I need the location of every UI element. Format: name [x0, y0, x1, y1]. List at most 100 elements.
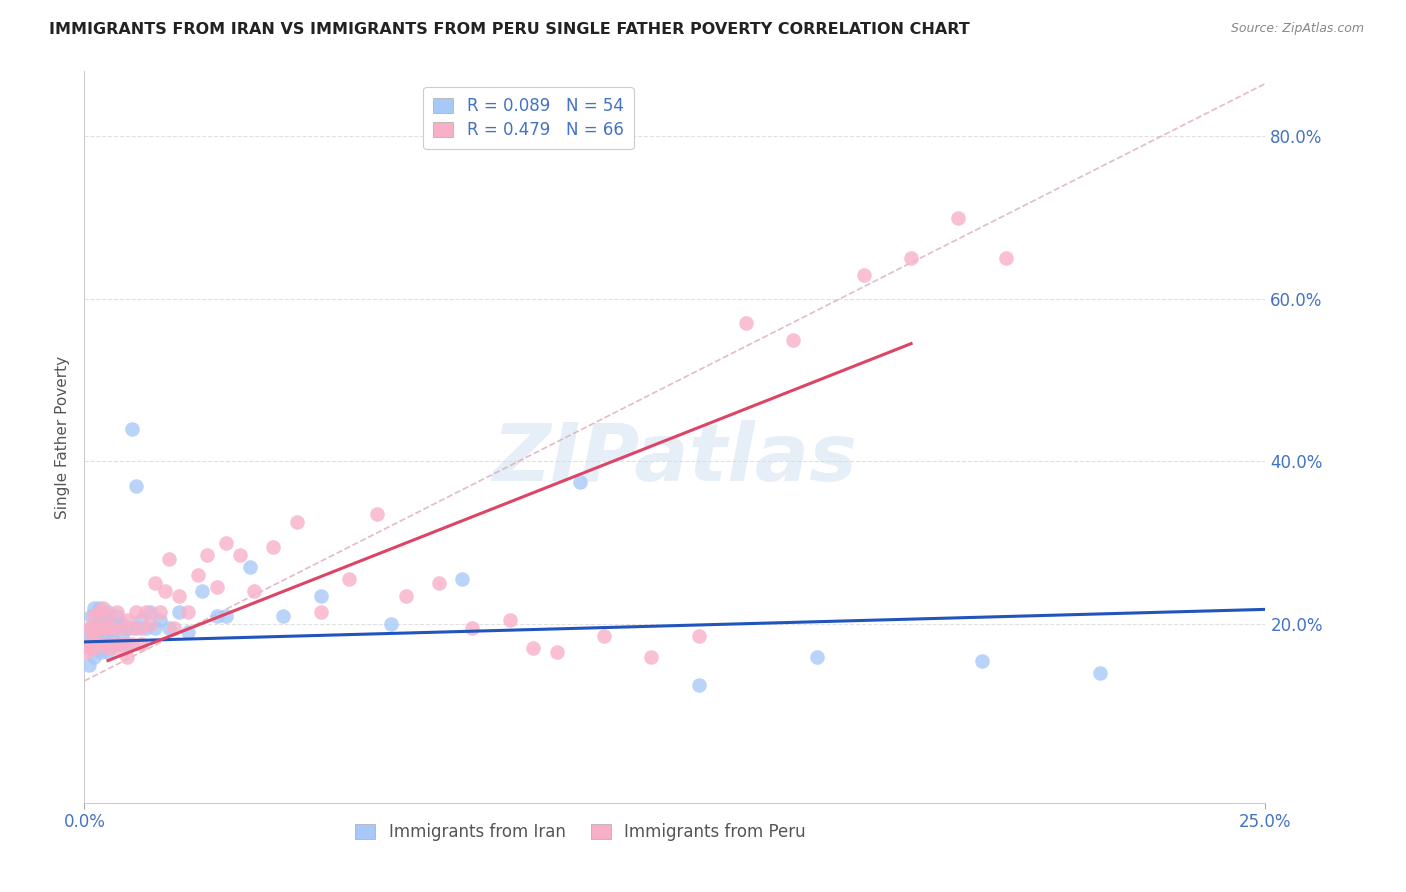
Point — [498, 613, 520, 627]
Point — [84, 633, 107, 648]
Point — [640, 649, 662, 664]
Point — [427, 576, 450, 591]
Point — [83, 625, 105, 640]
Text: ZIPatlas: ZIPatlas — [492, 420, 858, 498]
Point — [80, 633, 103, 648]
Point — [205, 581, 228, 595]
Point — [125, 479, 148, 493]
Point — [101, 617, 124, 632]
Point — [129, 613, 152, 627]
Point — [91, 633, 114, 648]
Point — [87, 621, 110, 635]
Point — [688, 678, 710, 692]
Point — [111, 637, 134, 651]
Point — [77, 657, 100, 672]
Legend: Immigrants from Iran, Immigrants from Peru: Immigrants from Iran, Immigrants from Pe… — [347, 814, 814, 849]
Point — [1088, 665, 1111, 680]
Point — [101, 637, 124, 651]
Point — [90, 645, 112, 659]
Point — [149, 605, 172, 619]
Point — [522, 641, 544, 656]
Point — [394, 589, 416, 603]
Point — [87, 605, 110, 619]
Point — [970, 654, 993, 668]
Text: IMMIGRANTS FROM IRAN VS IMMIGRANTS FROM PERU SINGLE FATHER POVERTY CORRELATION C: IMMIGRANTS FROM IRAN VS IMMIGRANTS FROM … — [49, 22, 970, 37]
Point — [101, 621, 124, 635]
Point — [97, 605, 120, 619]
Point — [111, 621, 134, 635]
Point — [111, 629, 134, 643]
Text: Source: ZipAtlas.com: Source: ZipAtlas.com — [1230, 22, 1364, 36]
Point — [121, 637, 143, 651]
Point — [366, 508, 388, 522]
Point — [157, 621, 180, 635]
Point — [461, 621, 484, 635]
Point — [97, 621, 120, 635]
Point — [76, 645, 98, 659]
Point — [229, 548, 252, 562]
Point — [84, 617, 107, 632]
Point — [167, 605, 190, 619]
Point — [167, 589, 190, 603]
Point — [215, 608, 238, 623]
Point — [83, 641, 105, 656]
Y-axis label: Single Father Poverty: Single Father Poverty — [55, 356, 70, 518]
Point — [94, 621, 117, 635]
Point — [177, 625, 200, 640]
Point — [97, 645, 120, 659]
Point — [163, 621, 186, 635]
Point — [187, 568, 209, 582]
Point — [688, 629, 710, 643]
Point — [97, 625, 120, 640]
Point — [309, 605, 332, 619]
Point — [262, 540, 284, 554]
Point — [337, 572, 360, 586]
Point — [87, 600, 110, 615]
Point — [115, 649, 138, 664]
Point — [191, 584, 214, 599]
Point — [125, 621, 148, 635]
Point — [77, 625, 100, 640]
Point — [115, 637, 138, 651]
Point — [77, 621, 100, 635]
Point — [83, 625, 105, 640]
Point — [243, 584, 266, 599]
Point — [309, 589, 332, 603]
Point — [121, 621, 143, 635]
Point — [87, 637, 110, 651]
Point — [101, 633, 124, 648]
Point — [91, 608, 114, 623]
Point — [125, 605, 148, 619]
Point — [948, 211, 970, 225]
Point — [115, 621, 138, 635]
Point — [80, 621, 103, 635]
Point — [87, 621, 110, 635]
Point — [97, 608, 120, 623]
Point — [157, 552, 180, 566]
Point — [135, 605, 157, 619]
Point — [91, 600, 114, 615]
Point — [83, 608, 105, 623]
Point — [143, 621, 166, 635]
Point — [139, 617, 162, 632]
Point — [107, 637, 129, 651]
Point — [239, 560, 262, 574]
Point — [734, 316, 756, 330]
Point — [87, 641, 110, 656]
Point — [83, 600, 105, 615]
Point — [90, 613, 112, 627]
Point — [97, 641, 120, 656]
Point — [994, 252, 1017, 266]
Point — [80, 641, 103, 656]
Point — [80, 608, 103, 623]
Point — [121, 422, 143, 436]
Point — [195, 548, 218, 562]
Point — [129, 637, 152, 651]
Point — [83, 649, 105, 664]
Point — [91, 637, 114, 651]
Point — [177, 605, 200, 619]
Point — [115, 613, 138, 627]
Point — [84, 637, 107, 651]
Point — [107, 608, 129, 623]
Point — [111, 617, 134, 632]
